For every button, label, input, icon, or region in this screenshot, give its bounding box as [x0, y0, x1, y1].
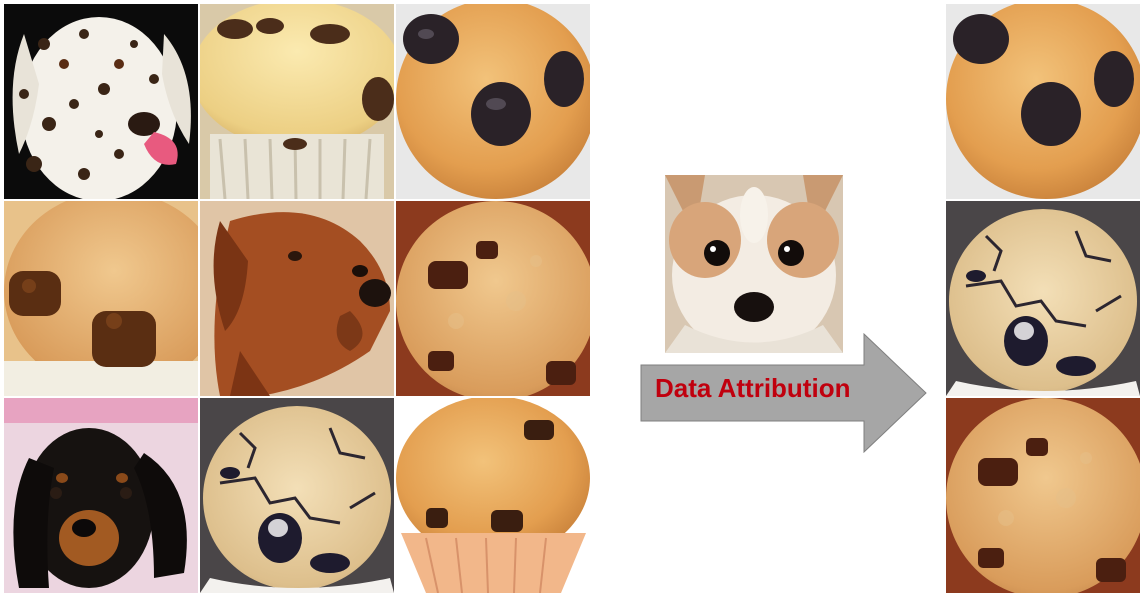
muffin-image — [200, 398, 394, 593]
muffin-image — [946, 398, 1140, 593]
result-cracked-blueberry-muffin — [946, 201, 1140, 396]
data-attribution-arrow — [640, 333, 928, 453]
arrow-polygon — [640, 333, 927, 453]
tile-blueberry-muffin — [396, 4, 590, 199]
result-chocolate-chip-muffin — [946, 398, 1140, 593]
dog-image — [200, 201, 394, 396]
tile-rhodesian-ridgeback-dog — [200, 201, 394, 396]
tile-cracked-blueberry-muffin — [200, 398, 394, 593]
query-image-chihuahua — [665, 175, 843, 353]
muffin-image — [946, 4, 1140, 199]
dalmatian-image — [4, 4, 198, 199]
tile-chocolate-chip-muffin — [200, 4, 394, 199]
muffin-image — [396, 4, 590, 199]
dog-image — [4, 398, 198, 593]
tile-chocolate-chip-muffin — [396, 398, 590, 593]
tile-chocolate-chip-muffin — [396, 201, 590, 396]
result-blueberry-muffin — [946, 4, 1140, 199]
tile-dachshund-puppy — [4, 398, 198, 593]
chihuahua-image — [665, 175, 843, 353]
arrow-label: Data Attribution — [655, 373, 851, 403]
muffin-image — [396, 398, 590, 593]
training-image-grid — [4, 4, 590, 593]
muffin-image — [396, 201, 590, 396]
muffin-image — [4, 201, 198, 396]
attributed-results-column — [946, 4, 1140, 593]
muffin-image — [946, 201, 1140, 396]
tile-dalmatian-dog — [4, 4, 198, 199]
arrow-shape — [640, 333, 927, 453]
muffin-image — [200, 4, 394, 199]
tile-chocolate-chip-muffin-closeup — [4, 201, 198, 396]
